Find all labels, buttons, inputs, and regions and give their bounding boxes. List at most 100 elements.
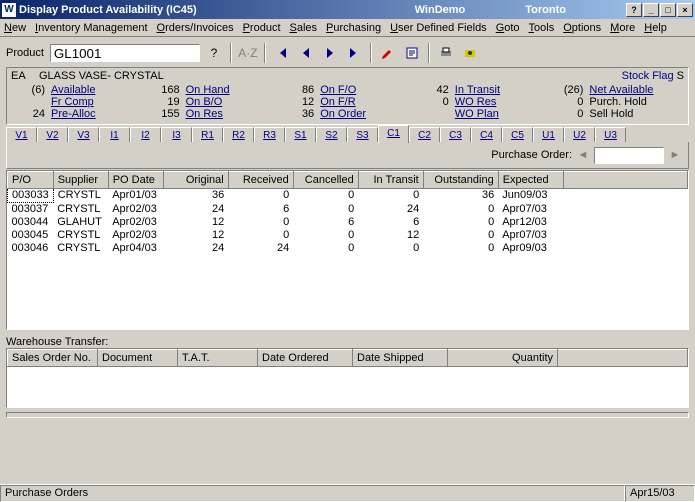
availability-on-res[interactable]: 155On Res (146, 108, 281, 120)
table-row[interactable]: 003045CRYSTLApr02/031200120Apr07/03 (8, 229, 688, 242)
tab-s3[interactable]: S3 (347, 127, 378, 143)
availability-on-f-o[interactable]: 86On F/O (280, 84, 415, 96)
close-button[interactable]: × (677, 3, 693, 17)
availability-pre-alloc[interactable]: 24Pre-Alloc (11, 108, 146, 120)
availability-label[interactable]: On F/R (320, 96, 355, 108)
tab-u2[interactable]: U2 (564, 127, 595, 143)
column-header[interactable]: Supplier (53, 172, 108, 189)
table-row[interactable]: 003044GLAHUTApr02/03120660Apr12/03 (8, 216, 688, 229)
tab-s2[interactable]: S2 (316, 127, 347, 143)
tab-u1[interactable]: U1 (533, 127, 564, 143)
column-header (558, 350, 688, 367)
column-header[interactable]: PO Date (108, 172, 163, 189)
menu-user-defined-fields[interactable]: User Defined Fields (390, 22, 487, 34)
tab-i1[interactable]: I1 (99, 127, 130, 143)
next-record-button[interactable] (320, 43, 340, 63)
minimize-button[interactable]: _ (643, 3, 659, 17)
menu-more[interactable]: More (610, 22, 635, 34)
menu-goto[interactable]: Goto (496, 22, 520, 34)
help-button[interactable]: ? (626, 3, 642, 17)
menu-sales[interactable]: Sales (290, 22, 318, 34)
column-header[interactable]: Date Ordered (258, 350, 353, 367)
column-header[interactable]: T.A.T. (178, 350, 258, 367)
availability-label[interactable]: Fr Comp (51, 96, 94, 108)
table-row[interactable]: 003033CRYSTLApr01/033600036Jun09/03 (8, 189, 688, 203)
availability-value: (6) (11, 84, 51, 96)
availability-net-available[interactable]: (26)Net Available (549, 84, 684, 96)
table-row[interactable]: 003046CRYSTLApr04/032424000Apr09/03 (8, 242, 688, 255)
column-header[interactable]: Received (228, 172, 293, 189)
column-header[interactable]: Original (163, 172, 228, 189)
availability-fr-comp[interactable]: Fr Comp (11, 96, 146, 108)
column-header[interactable]: P/O (8, 172, 54, 189)
availability-on-hand[interactable]: 168On Hand (146, 84, 281, 96)
column-header[interactable]: Quantity (448, 350, 558, 367)
availability-panel: EA GLASS VASE- CRYSTAL Stock Flag S (6)A… (6, 67, 689, 125)
notes-button[interactable] (402, 43, 422, 63)
tab-c2[interactable]: C2 (409, 127, 440, 143)
tab-c4[interactable]: C4 (471, 127, 502, 143)
availability-label[interactable]: In Transit (455, 84, 500, 96)
menu-product[interactable]: Product (243, 22, 281, 34)
availability-label[interactable]: Pre-Alloc (51, 108, 96, 120)
table-cell: 6 (293, 216, 358, 229)
menu-new[interactable]: New (4, 22, 26, 34)
menu-inventory-management[interactable]: Inventory Management (35, 22, 148, 34)
sort-az-button[interactable]: A·Z (238, 43, 258, 63)
availability-on-f-r[interactable]: 12On F/R (280, 96, 415, 108)
edit-button[interactable] (378, 43, 398, 63)
tab-s1[interactable]: S1 (285, 127, 316, 143)
tab-v1[interactable]: V1 (6, 127, 37, 143)
availability-label[interactable]: WO Plan (455, 108, 499, 120)
last-record-button[interactable] (344, 43, 364, 63)
tab-r2[interactable]: R2 (223, 127, 254, 143)
tab-i2[interactable]: I2 (130, 127, 161, 143)
column-header[interactable]: Sales Order No. (8, 350, 98, 367)
availability-label[interactable]: Net Available (589, 84, 653, 96)
menu-orders-invoices[interactable]: Orders/Invoices (157, 22, 234, 34)
tab-i3[interactable]: I3 (161, 127, 192, 143)
availability-label[interactable]: On Res (186, 108, 223, 120)
availability-label[interactable]: On Order (320, 108, 366, 120)
column-header[interactable]: Outstanding (423, 172, 498, 189)
availability-in-transit[interactable]: 42In Transit (415, 84, 550, 96)
menu-options[interactable]: Options (563, 22, 601, 34)
maximize-button[interactable]: □ (660, 3, 676, 17)
tab-v3[interactable]: V3 (68, 127, 99, 143)
column-header[interactable]: Date Shipped (353, 350, 448, 367)
tab-v2[interactable]: V2 (37, 127, 68, 143)
tab-c5[interactable]: C5 (502, 127, 533, 143)
purchase-order-input[interactable] (594, 147, 664, 164)
menu-tools[interactable]: Tools (529, 22, 555, 34)
prev-record-button[interactable] (296, 43, 316, 63)
availability-label[interactable]: WO Res (455, 96, 497, 108)
availability-available[interactable]: (6)Available (11, 84, 146, 96)
tab-r1[interactable]: R1 (192, 127, 223, 143)
availability-label[interactable]: On B/O (186, 96, 223, 108)
first-record-button[interactable] (272, 43, 292, 63)
column-header[interactable]: Cancelled (293, 172, 358, 189)
availability-label[interactable]: On F/O (320, 84, 356, 96)
availability-label[interactable]: Available (51, 84, 95, 96)
print-button[interactable] (436, 43, 456, 63)
po-prev-button[interactable]: ◄ (576, 147, 590, 164)
table-row[interactable]: 003037CRYSTLApr02/032460240Apr07/03 (8, 203, 688, 217)
menu-purchasing[interactable]: Purchasing (326, 22, 381, 34)
tab-c1[interactable]: C1 (378, 125, 409, 143)
camera-button[interactable] (460, 43, 480, 63)
availability-on-b-o[interactable]: 19On B/O (146, 96, 281, 108)
column-header[interactable]: Document (98, 350, 178, 367)
po-next-button[interactable]: ► (668, 147, 682, 164)
availability-wo-res[interactable]: 0WO Res (415, 96, 550, 108)
availability-wo-plan[interactable]: WO Plan (415, 108, 550, 120)
menu-help[interactable]: Help (644, 22, 667, 34)
availability-label[interactable]: On Hand (186, 84, 230, 96)
availability-on-order[interactable]: 36On Order (280, 108, 415, 120)
lookup-button[interactable]: ? (204, 43, 224, 63)
tab-r3[interactable]: R3 (254, 127, 285, 143)
column-header[interactable]: Expected (498, 172, 563, 189)
tab-c3[interactable]: C3 (440, 127, 471, 143)
column-header[interactable]: In Transit (358, 172, 423, 189)
tab-u3[interactable]: U3 (595, 127, 626, 143)
product-input[interactable] (50, 44, 200, 62)
